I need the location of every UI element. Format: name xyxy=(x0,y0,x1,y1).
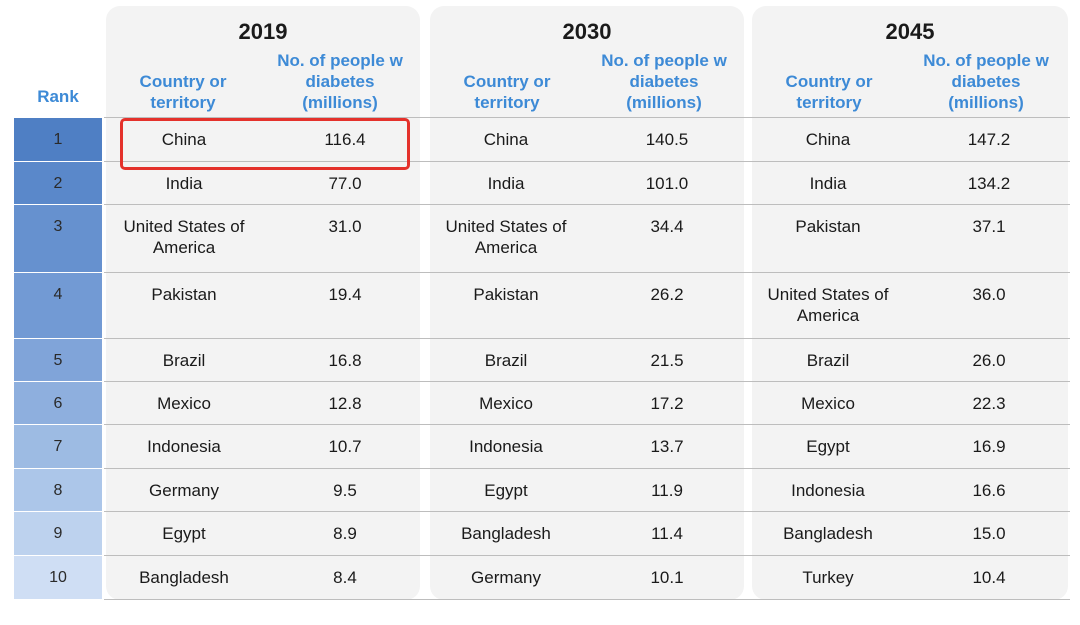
country-cell-2019-rank-10: Bangladesh xyxy=(139,568,229,587)
rank-column-header: Rank xyxy=(37,87,79,106)
value-cell-2045-rank-1: 147.2 xyxy=(967,130,1011,149)
value-cell-2019-rank-10: 8.4 xyxy=(333,568,357,587)
country-cell-2045-rank-8: Indonesia xyxy=(791,481,865,500)
rank-cell-1: 1 xyxy=(14,118,102,161)
country-cell-2019-rank-3: United States of America xyxy=(123,217,245,257)
value-cell-2030-rank-3: 34.4 xyxy=(650,217,684,236)
value-cell-2030-rank-10: 10.1 xyxy=(650,568,684,587)
rank-cell-2: 2 xyxy=(14,162,102,204)
country-cell-2019-rank-7: Indonesia xyxy=(147,437,221,456)
value-cell-2019-rank-9: 8.9 xyxy=(333,524,357,543)
value-cell-2019-rank-8: 9.5 xyxy=(333,481,357,500)
country-cell-2045-rank-2: India xyxy=(809,174,847,193)
country-cell-2030-rank-2: India xyxy=(487,174,525,193)
row-divider xyxy=(104,511,1070,512)
rank-cell-4: 4 xyxy=(14,273,102,338)
country-cell-2030-rank-1: China xyxy=(483,130,529,149)
country-cell-2045-rank-10: Turkey xyxy=(802,568,854,587)
country-cell-2045-rank-3: Pakistan xyxy=(795,217,861,236)
row-divider xyxy=(104,468,1070,469)
value-cell-2030-rank-1: 140.5 xyxy=(645,130,689,149)
value-cell-2019-rank-1: 116.4 xyxy=(324,130,366,149)
value-cell-2019-rank-5: 16.8 xyxy=(328,351,362,370)
country-cell-2019-rank-2: India xyxy=(165,174,203,193)
row-divider xyxy=(104,424,1070,425)
value-cell-2019-rank-7: 10.7 xyxy=(328,437,362,456)
value-cell-2030-rank-9: 11.4 xyxy=(651,524,683,543)
country-cell-2019-rank-4: Pakistan xyxy=(151,285,217,304)
country-column-header-2045: Country or territory xyxy=(785,72,873,112)
country-column-header-2019: Country or territory xyxy=(139,72,227,112)
rank-cell-10: 10 xyxy=(14,556,102,599)
row-divider xyxy=(104,161,1070,162)
row-divider xyxy=(104,117,1070,118)
people-column-header-2019: No. of people w diabetes (millions) xyxy=(277,51,403,112)
table-2030-panel: 2030 Country or territory No. of people … xyxy=(430,6,744,600)
value-cell-2045-rank-5: 26.0 xyxy=(972,351,1006,370)
value-cell-2030-rank-5: 21.5 xyxy=(650,351,684,370)
country-cell-2030-rank-7: Indonesia xyxy=(469,437,543,456)
country-cell-2045-rank-5: Brazil xyxy=(806,351,850,370)
country-cell-2045-rank-1: China xyxy=(805,130,851,149)
value-cell-2030-rank-6: 17.2 xyxy=(650,394,684,413)
country-cell-2030-rank-6: Mexico xyxy=(479,394,533,413)
value-cell-2045-rank-4: 36.0 xyxy=(972,285,1006,304)
value-cell-2045-rank-10: 10.4 xyxy=(972,568,1006,587)
highlight-box xyxy=(120,118,410,170)
country-cell-2030-rank-8: Egypt xyxy=(484,481,528,500)
country-cell-2045-rank-7: Egypt xyxy=(806,437,850,456)
country-cell-2019-rank-9: Egypt xyxy=(162,524,206,543)
country-column-header-2030: Country or territory xyxy=(463,72,551,112)
row-divider xyxy=(104,555,1070,556)
value-cell-2030-rank-8: 11.9 xyxy=(651,481,683,500)
table-2019-panel: 2019 Country or territory No. of people … xyxy=(106,6,420,600)
year-2019-heading: 2019 xyxy=(238,19,288,44)
rank-cell-3: 3 xyxy=(14,205,102,272)
row-divider xyxy=(104,381,1070,382)
country-cell-2030-rank-4: Pakistan xyxy=(473,285,539,304)
row-divider xyxy=(104,204,1070,205)
rank-cell-6: 6 xyxy=(14,382,102,424)
value-cell-2045-rank-8: 16.6 xyxy=(972,481,1006,500)
row-divider xyxy=(104,599,1070,600)
value-cell-2030-rank-2: 101.0 xyxy=(645,174,689,193)
country-cell-2030-rank-9: Bangladesh xyxy=(461,524,551,543)
value-cell-2045-rank-6: 22.3 xyxy=(972,394,1006,413)
table-2045-panel: 2045 Country or territory No. of people … xyxy=(752,6,1068,600)
country-cell-2030-rank-5: Brazil xyxy=(484,351,528,370)
value-cell-2045-rank-2: 134.2 xyxy=(967,174,1011,193)
people-column-header-2030: No. of people w diabetes (millions) xyxy=(601,51,727,112)
year-2030-heading: 2030 xyxy=(562,19,612,44)
value-cell-2019-rank-3: 31.0 xyxy=(328,217,362,236)
country-cell-2019-rank-1: China xyxy=(161,130,207,149)
value-cell-2030-rank-7: 13.7 xyxy=(650,437,684,456)
country-cell-2030-rank-10: Germany xyxy=(471,568,541,587)
rank-cell-5: 5 xyxy=(14,339,102,381)
row-divider xyxy=(104,338,1070,339)
value-cell-2030-rank-4: 26.2 xyxy=(650,285,684,304)
value-cell-2045-rank-7: 16.9 xyxy=(972,437,1006,456)
country-cell-2019-rank-6: Mexico xyxy=(157,394,211,413)
year-2045-heading: 2045 xyxy=(885,19,935,44)
value-cell-2045-rank-3: 37.1 xyxy=(972,217,1006,236)
rank-cell-8: 8 xyxy=(14,469,102,511)
rank-cell-7: 7 xyxy=(14,425,102,468)
country-cell-2019-rank-5: Brazil xyxy=(162,351,206,370)
value-cell-2019-rank-4: 19.4 xyxy=(328,285,362,304)
people-column-header-2045: No. of people w diabetes (millions) xyxy=(923,51,1049,112)
value-cell-2045-rank-9: 15.0 xyxy=(972,524,1006,543)
value-cell-2019-rank-2: 77.0 xyxy=(328,174,362,193)
rank-cell-9: 9 xyxy=(14,512,102,555)
row-divider xyxy=(104,272,1070,273)
country-cell-2019-rank-8: Germany xyxy=(149,481,219,500)
country-cell-2045-rank-6: Mexico xyxy=(801,394,855,413)
value-cell-2019-rank-6: 12.8 xyxy=(328,394,362,413)
country-cell-2030-rank-3: United States of America xyxy=(445,217,567,257)
country-cell-2045-rank-9: Bangladesh xyxy=(783,524,873,543)
country-cell-2045-rank-4: United States of America xyxy=(767,285,889,325)
